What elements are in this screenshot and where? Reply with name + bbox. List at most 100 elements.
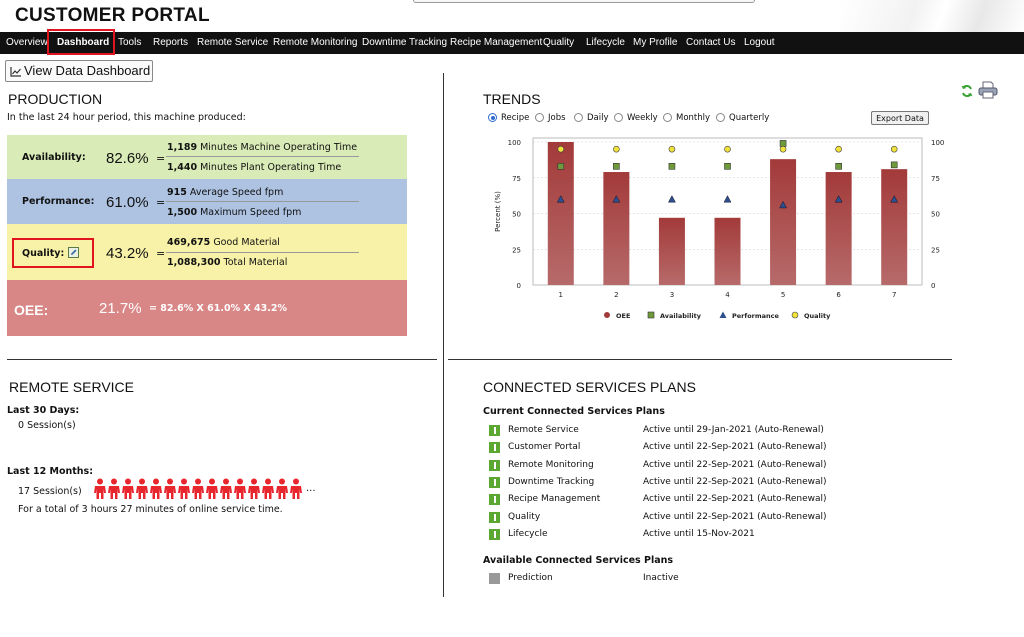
nav-remote-monitoring[interactable]: Remote Monitoring xyxy=(273,37,358,48)
nav-my-profile[interactable]: My Profile xyxy=(633,37,678,48)
nav-quality[interactable]: Quality xyxy=(543,37,575,48)
nav-dashboard[interactable]: Dashboard xyxy=(57,37,110,48)
plan-status: Active until 29-Jan-2021 (Auto-Renewal) xyxy=(643,425,824,435)
performance-fraction-line xyxy=(166,201,359,202)
legend-label: Quality xyxy=(804,312,831,320)
session-person-icon xyxy=(290,478,302,499)
more-sessions-ellipsis: ... xyxy=(306,483,316,494)
radio-quarterly-label: Quarterly xyxy=(729,113,770,123)
header-search-box[interactable] xyxy=(413,0,755,3)
nav-reports[interactable]: Reports xyxy=(153,37,189,48)
marker-quality xyxy=(668,145,676,153)
view-data-dashboard-button[interactable]: View Data Dashboard xyxy=(5,60,153,82)
bar-oee xyxy=(603,172,630,285)
availability-label: Availability: xyxy=(22,152,86,163)
radio-quarterly[interactable]: Quarterly xyxy=(716,112,769,124)
refresh-icon[interactable] xyxy=(960,84,974,98)
quality-percent: 43.2% xyxy=(106,245,149,262)
y-tick-label-left: 100 xyxy=(508,139,521,147)
header-decoration xyxy=(840,0,1024,32)
performance-numerator: 915 Average Speed fpm xyxy=(167,187,283,198)
plan-inactive-icon xyxy=(489,573,500,584)
plan-name: Remote Monitoring xyxy=(508,459,594,470)
legend-performance-swatch xyxy=(719,311,727,318)
legend-quality-swatch xyxy=(791,311,799,319)
radio-monthly[interactable]: Monthly xyxy=(663,112,710,124)
last-12-months-label: Last 12 Months: xyxy=(7,466,93,477)
plan-status: Active until 15-Nov-2021 xyxy=(643,528,755,539)
session-person-icon xyxy=(94,478,106,499)
radio-unselected-icon xyxy=(574,113,583,122)
radio-weekly[interactable]: Weekly xyxy=(614,112,658,124)
bar-oee xyxy=(881,169,908,285)
last-30-days-label: Last 30 Days: xyxy=(7,405,80,416)
production-title: PRODUCTION xyxy=(8,91,103,107)
trends-chart: 0 0 25 25 50 50 75 75 100 100 Percent (%) 1 2 3 4 5 6 7 OE… xyxy=(494,137,944,320)
marker-availability xyxy=(668,163,676,170)
chart-icon xyxy=(10,67,21,77)
nav-logout[interactable]: Logout xyxy=(744,37,775,48)
plan-status: Active until 22-Sep-2021 (Auto-Renewal) xyxy=(643,511,827,522)
plan-name: Downtime Tracking xyxy=(508,476,595,487)
session-person-icon xyxy=(150,478,162,499)
remote-service-title: REMOTE SERVICE xyxy=(9,379,134,395)
marker-performance xyxy=(612,195,621,203)
nav-contact-us[interactable]: Contact Us xyxy=(686,37,736,48)
plan-row: Downtime Tracking Active until 22-Sep-202… xyxy=(489,476,889,491)
quality-label-wrap: Quality: xyxy=(22,247,80,259)
radio-jobs[interactable]: Jobs xyxy=(535,112,566,124)
legend-oee-swatch xyxy=(604,312,610,318)
performance-panel: Performance: 61.0% = 915 Average Speed f… xyxy=(7,179,407,224)
legend-label: OEE xyxy=(616,312,630,320)
bar-oee xyxy=(658,217,685,285)
marker-performance xyxy=(556,195,565,203)
availability-fraction-line xyxy=(166,156,359,157)
performance-bottom-text: Maximum Speed fpm xyxy=(200,207,302,218)
x-tick-label: 2 xyxy=(614,291,618,299)
edit-icon[interactable] xyxy=(68,247,80,258)
nav-remote-service[interactable]: Remote Service xyxy=(197,37,269,48)
nav-tools[interactable]: Tools xyxy=(118,37,142,48)
plan-name: Prediction xyxy=(508,573,553,583)
plan-status: Active until 22-Sep-2021 (Auto-Renewal) xyxy=(643,442,827,453)
dashboard-highlight-box xyxy=(47,29,115,55)
marker-quality xyxy=(724,145,731,153)
nav-downtime-tracking[interactable]: Downtime Tracking xyxy=(362,37,448,48)
radio-daily-label: Daily xyxy=(587,113,609,123)
y-tick-label-right: 25 xyxy=(931,246,940,254)
session-person-icon xyxy=(178,478,190,499)
plan-status: Active until 22-Sep-2021 (Auto-Renewal) xyxy=(643,476,827,487)
radio-unselected-icon xyxy=(716,113,725,122)
plan-status: Inactive xyxy=(643,573,679,583)
availability-numerator: 1,189 Minutes Machine Operating Time xyxy=(167,142,357,153)
marker-performance xyxy=(890,195,899,203)
session-person-icon xyxy=(136,478,148,499)
radio-recipe[interactable]: Recipe xyxy=(488,112,529,124)
y-tick-label-left: 25 xyxy=(512,246,521,254)
nav-recipe-management[interactable]: Recipe Management xyxy=(450,37,543,48)
radio-daily[interactable]: Daily xyxy=(574,112,609,124)
vertical-divider xyxy=(443,73,444,597)
session-person-icon xyxy=(276,478,288,499)
quality-top-text: Good Material xyxy=(213,237,280,248)
y-tick-label-left: 50 xyxy=(512,211,521,219)
marker-quality xyxy=(890,145,898,153)
export-data-button[interactable]: Export Data xyxy=(871,111,929,125)
bar-oee xyxy=(825,172,852,285)
plan-status: Active until 22-Sep-2021 (Auto-Renewal) xyxy=(643,459,827,470)
marker-availability xyxy=(779,140,787,147)
nav-overview[interactable]: Overview xyxy=(6,37,48,48)
plan-active-icon xyxy=(489,442,500,454)
nav-lifecycle[interactable]: Lifecycle xyxy=(586,37,625,48)
print-icon[interactable] xyxy=(978,81,998,99)
horizontal-divider-right xyxy=(448,359,952,360)
oee-label: OEE: xyxy=(14,302,49,318)
y-tick-label-right: 0 xyxy=(931,282,935,290)
oee-formula: = 82.6% X 61.0% X 43.2% xyxy=(149,303,288,314)
x-tick-label: 6 xyxy=(836,291,841,299)
session-person-icon xyxy=(248,478,260,499)
radio-unselected-icon xyxy=(663,113,672,122)
bar-oee xyxy=(770,159,797,285)
session-person-icon xyxy=(108,478,120,499)
plan-row: Lifecycle Active until 15-Nov-2021 xyxy=(489,528,889,543)
